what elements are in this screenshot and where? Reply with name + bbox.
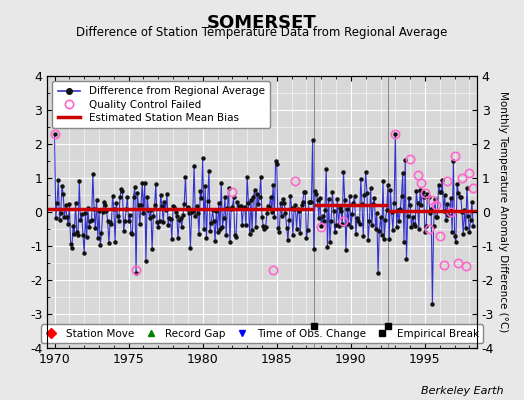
- Text: SOMERSET: SOMERSET: [207, 14, 317, 32]
- Legend: Station Move, Record Gap, Time of Obs. Change, Empirical Break: Station Move, Record Gap, Time of Obs. C…: [41, 324, 483, 343]
- Text: Berkeley Earth: Berkeley Earth: [421, 386, 503, 396]
- Y-axis label: Monthly Temperature Anomaly Difference (°C): Monthly Temperature Anomaly Difference (…: [498, 91, 508, 333]
- Text: Difference of Station Temperature Data from Regional Average: Difference of Station Temperature Data f…: [77, 26, 447, 39]
